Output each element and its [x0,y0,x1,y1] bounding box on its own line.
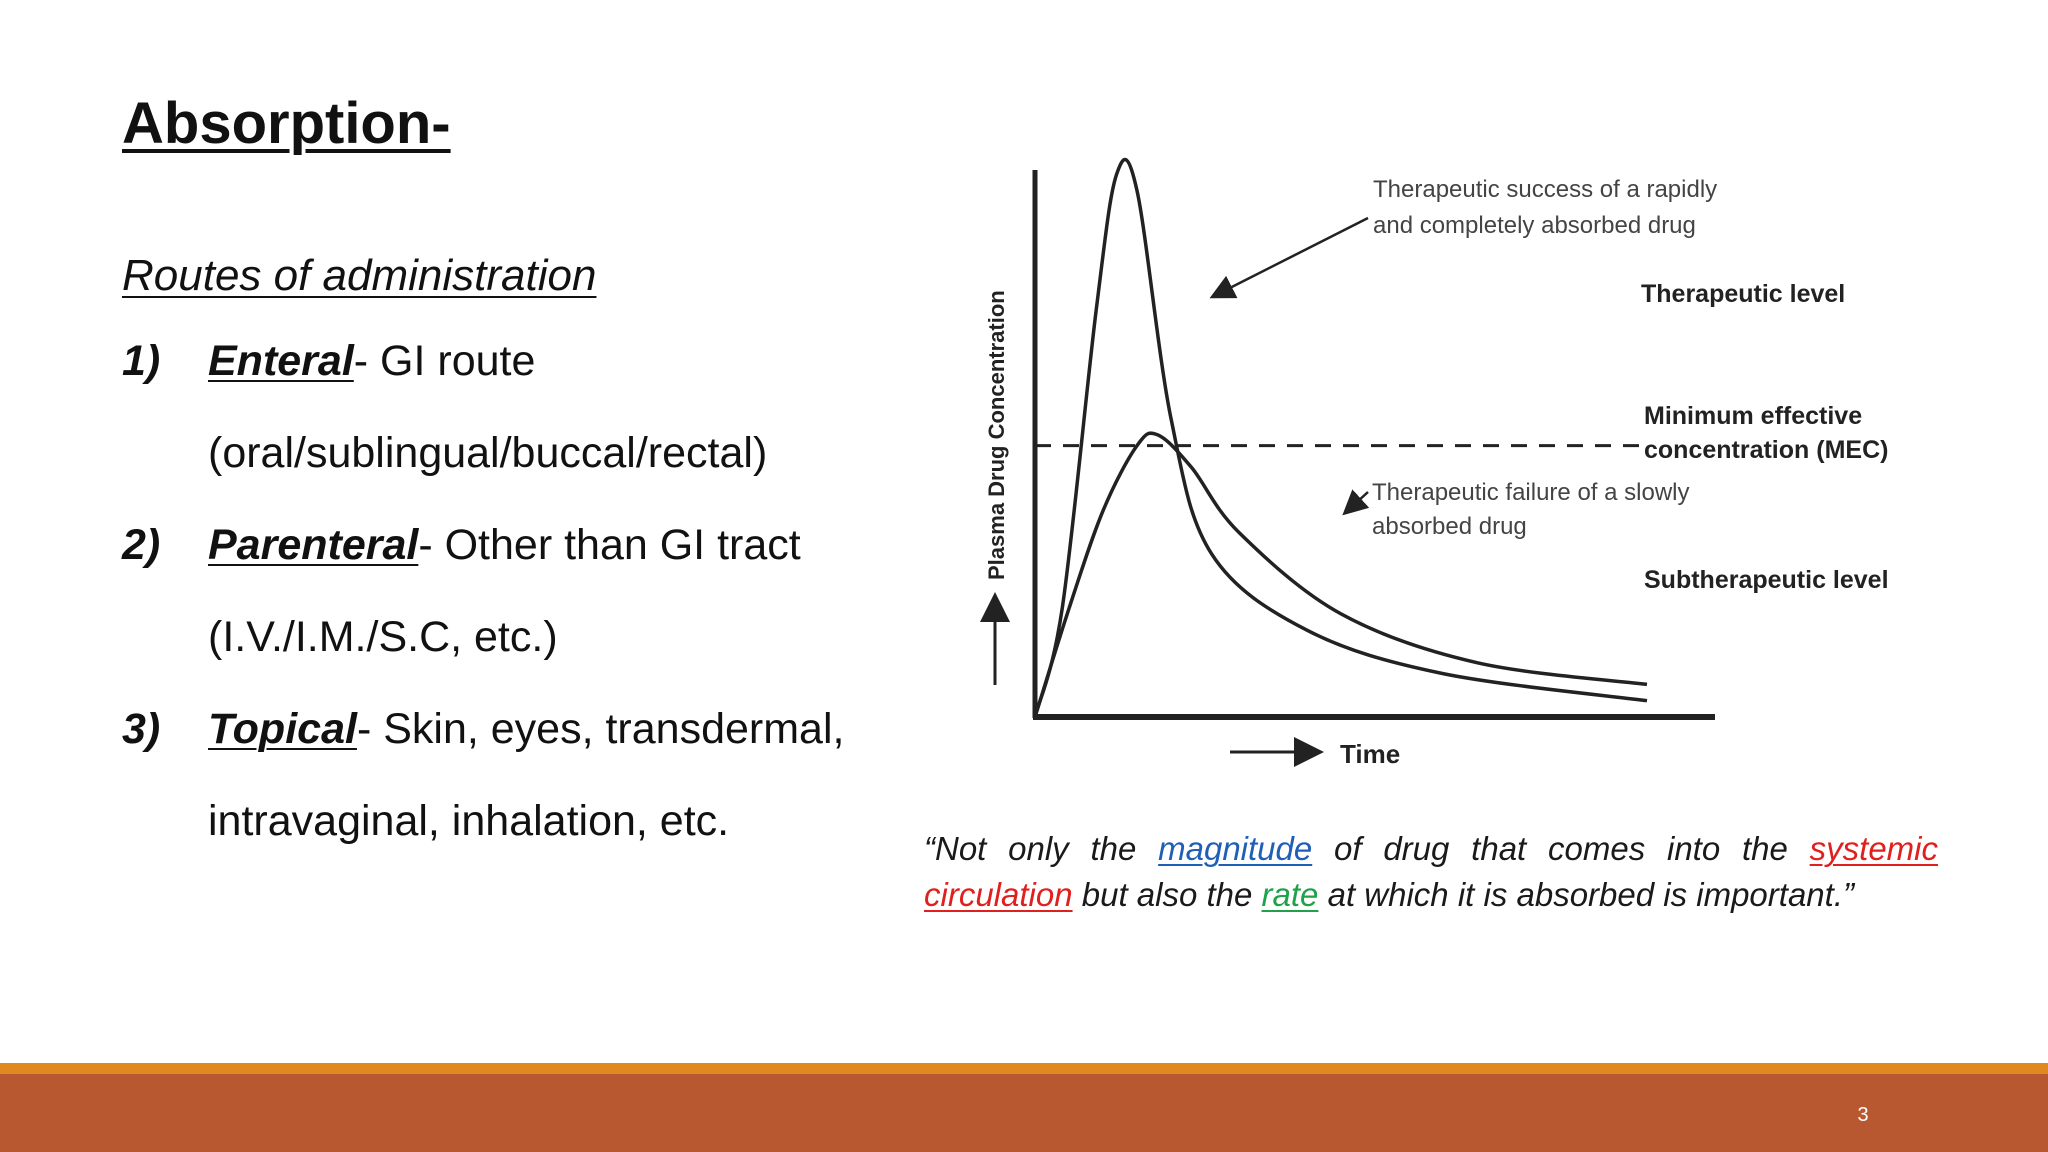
route-name: Parenteral [208,521,419,569]
y-axis-label: Plasma Drug Concentration [984,290,1009,580]
route-number: 3) [122,705,161,753]
x-axis-label: Time [1340,739,1400,769]
series-rapid-absorption-line [1033,157,1648,718]
footer-stripe [0,1063,2048,1074]
quote-systemic-circulation: systemic circulation [924,830,1938,913]
quote-rate: rate [1261,876,1319,913]
annotation-failure-line1: Therapeutic failure of a slowly [1372,479,1689,506]
route-parenteral-detail: (I.V./I.M./S.C, etc.) [208,613,558,661]
annotation-failure-arrow [1342,489,1370,516]
route-desc: - Other than GI tract [418,521,801,569]
mec-label-line2: concentration (MEC) [1644,436,1888,464]
series-slow-absorption-line [1033,431,1648,718]
route-topical: 3) Topical- Skin, eyes, transdermal, [122,705,845,753]
page-number: 3 [1857,1104,1869,1126]
quote-text: of drug that comes into the [1312,830,1810,867]
routes-subtitle: Routes of administration [122,251,597,300]
quote-text: but also the [1072,876,1262,913]
annotation-failure-line2: absorbed drug [1372,513,1527,540]
plasma-concentration-chart: Plasma Drug Concentration Time Therapeut… [980,157,1889,769]
route-parenteral: 2) Parenteral- Other than GI tract [122,521,801,569]
quote-magnitude: magnitude [1158,830,1313,867]
quote-text: at which it is absorbed is important.” [1318,876,1854,913]
annotation-success-line2: and completely absorbed drug [1373,212,1696,239]
route-enteral-detail: (oral/sublingual/buccal/rectal) [208,429,768,477]
footer-bar [0,1074,2048,1152]
mec-label-line1: Minimum effective [1644,402,1862,430]
annotation-success-arrow [1209,216,1369,299]
slide-title: Absorption- [122,91,451,156]
subtherapeutic-level-label: Subtherapeutic level [1644,566,1889,594]
route-enteral: 1) Enteral- GI route [122,337,536,385]
route-desc: - GI route [353,337,536,385]
annotation-success-line1: Therapeutic success of a rapidly [1373,176,1717,203]
therapeutic-level-label: Therapeutic level [1641,280,1845,308]
route-number: 1) [122,337,161,385]
route-number: 2) [122,521,161,569]
route-name: Enteral [208,337,354,385]
absorption-quote: “Not only the magnitude of drug that com… [924,826,1938,918]
route-desc: - Skin, eyes, transdermal, [356,705,845,753]
quote-text: “Not only the [924,830,1159,867]
route-name: Topical [208,705,357,753]
route-topical-detail: intravaginal, inhalation, etc. [208,797,730,845]
